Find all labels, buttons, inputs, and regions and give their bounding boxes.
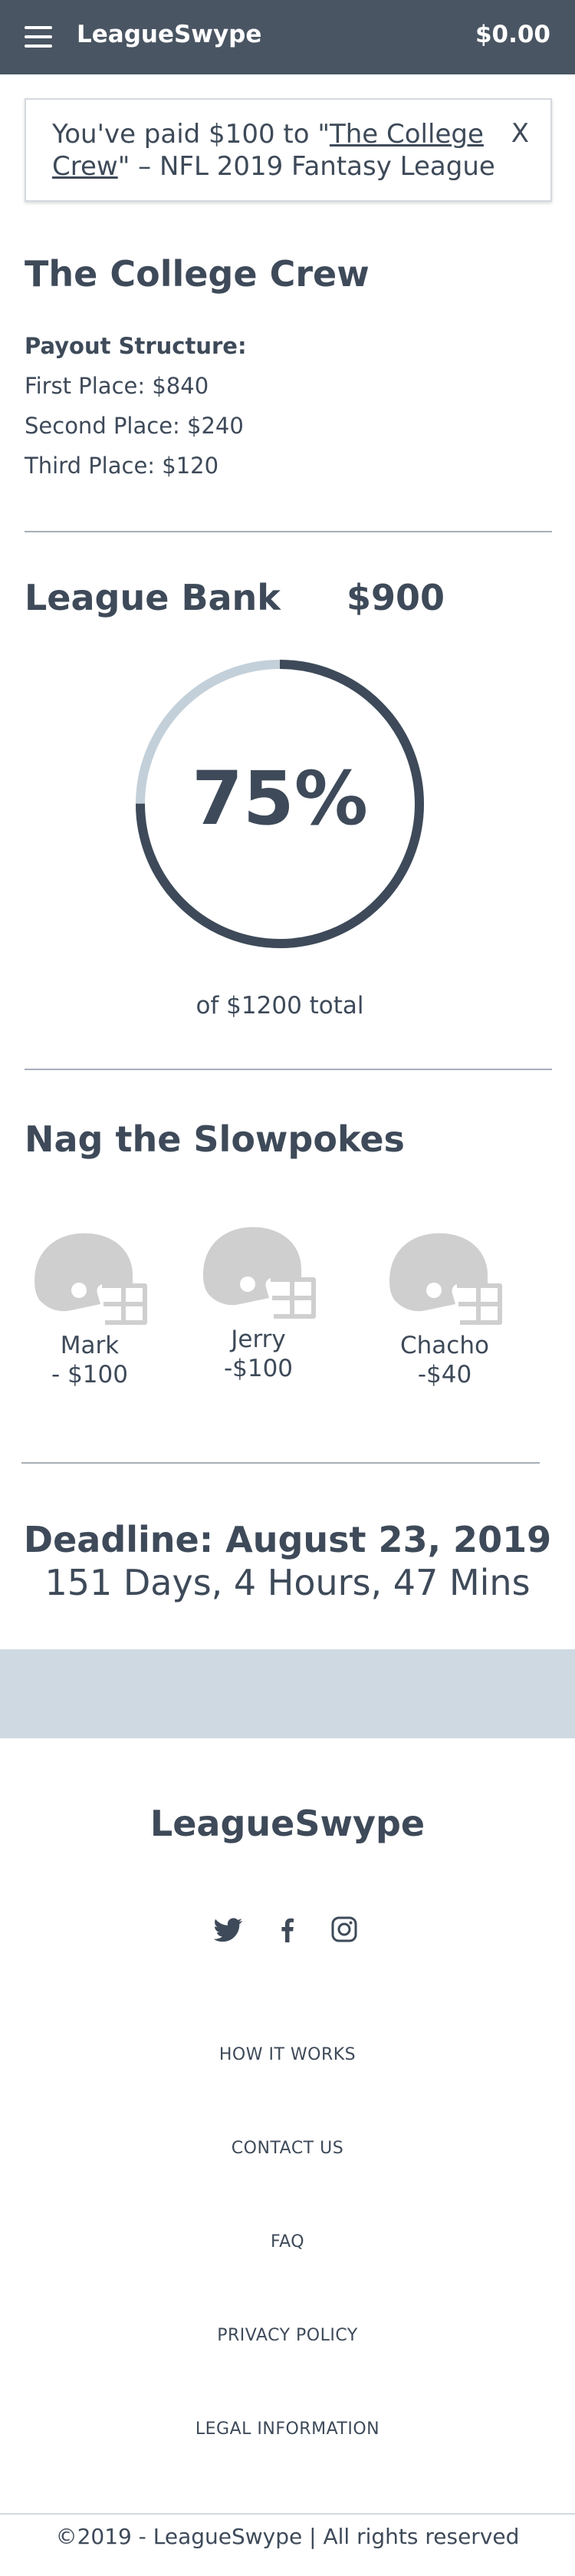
footer-divider [0,2513,575,2515]
facebook-icon[interactable] [278,1916,296,1944]
account-balance[interactable]: $0.00 [475,21,550,48]
instagram-icon[interactable] [331,1916,357,1942]
payout-second: Second Place: $240 [25,413,244,439]
hamburger-menu-icon[interactable] [25,26,52,48]
bank-progress-ring [136,660,424,948]
player-name: Mark [60,1332,120,1359]
footer-link-how-it-works[interactable]: HOW IT WORKS [219,2045,356,2064]
twitter-icon[interactable] [213,1916,244,1944]
player-amount-due: -$40 [417,1361,472,1388]
footer-link-contact-us[interactable]: CONTACT US [231,2139,344,2158]
notice-prefix: You've paid $100 to " [52,119,330,150]
player-name: Jerry [231,1326,286,1353]
player-card-jerry[interactable]: Jerry -$100 [182,1221,335,1383]
deadline-title: Deadline: August 23, 2019 [23,1519,552,1560]
bank-label: League Bank [25,577,281,618]
progress-ring-fill [136,660,424,948]
payout-first: First Place: $840 [25,373,209,399]
footer-link-privacy-policy[interactable]: PRIVACY POLICY [217,2326,358,2345]
notice-message: You've paid $100 to "The College Crew" –… [52,118,497,183]
payout-heading: Payout Structure: [25,333,247,359]
player-name: Chacho [400,1332,489,1359]
top-bar: LeagueSwype $0.00 [0,0,575,74]
league-title: The College Crew [25,253,370,295]
app-brand[interactable]: LeagueSwype [77,21,262,48]
player-amount-due: -$100 [223,1355,294,1382]
bank-percent: 75% [192,756,368,842]
football-helmet-icon [203,1227,316,1319]
payout-third: Third Place: $120 [25,453,219,479]
divider [21,1462,540,1464]
footer-link-faq[interactable]: FAQ [270,2232,305,2252]
close-notice-button[interactable]: X [511,118,529,149]
league-link[interactable]: The College Crew [52,119,484,182]
deadline-countdown: 151 Days, 4 Hours, 47 Mins [44,1562,531,1603]
footer-band [0,1649,575,1738]
player-card-mark[interactable]: Mark - $100 [13,1227,166,1389]
football-helmet-icon [389,1233,502,1325]
footer-brand: LeagueSwype [150,1803,426,1844]
football-helmet-icon [34,1233,147,1325]
payment-notice: You've paid $100 to "The College Crew" –… [25,98,552,202]
notice-suffix: " – NFL 2019 Fantasy League [117,151,495,182]
bank-total: of $1200 total [196,992,364,1020]
copyright-text: ©2019 - LeagueSwype | All rights reserve… [55,2524,520,2549]
player-card-chacho[interactable]: Chacho -$40 [368,1227,521,1389]
footer-link-legal-information[interactable]: LEGAL INFORMATION [195,2420,380,2439]
player-amount-due: - $100 [51,1361,128,1388]
bank-amount: $900 [347,577,445,618]
divider [25,531,552,532]
divider [25,1069,552,1070]
nag-title: Nag the Slowpokes [25,1118,405,1160]
